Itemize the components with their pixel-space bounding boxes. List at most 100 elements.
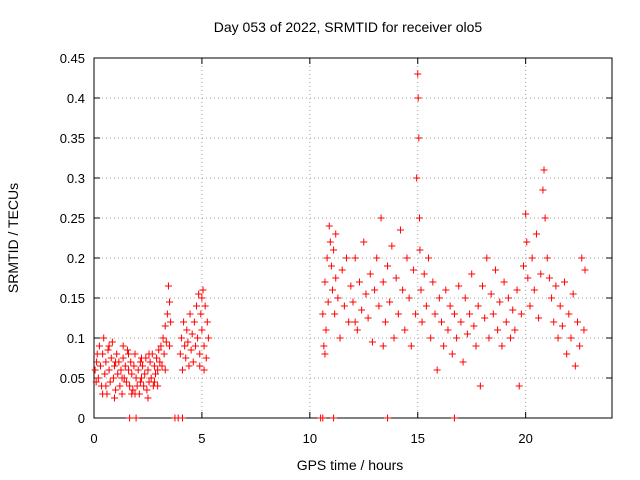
data-point — [461, 294, 469, 302]
data-point — [450, 310, 458, 318]
data-point — [178, 366, 186, 374]
data-point — [95, 342, 103, 350]
data-point — [150, 378, 158, 386]
data-point — [159, 334, 167, 342]
data-point — [153, 354, 161, 362]
data-point — [414, 70, 422, 78]
data-point — [569, 290, 577, 298]
data-point — [576, 342, 584, 350]
y-tick-label: 0.15 — [60, 291, 85, 306]
data-point — [184, 338, 192, 346]
data-point — [340, 302, 348, 310]
data-point — [407, 342, 415, 350]
data-point — [106, 378, 114, 386]
data-point — [134, 366, 142, 374]
data-point — [112, 358, 120, 366]
data-point — [122, 378, 130, 386]
data-point — [466, 310, 474, 318]
data-point — [121, 362, 129, 370]
data-point — [155, 346, 163, 354]
y-tick-label: 0.3 — [67, 171, 85, 186]
data-point — [324, 298, 332, 306]
data-point — [379, 278, 387, 286]
data-point — [330, 414, 338, 422]
data-point — [144, 394, 152, 402]
data-point — [483, 254, 491, 262]
data-point — [581, 266, 589, 274]
data-point — [502, 318, 510, 326]
data-point — [187, 346, 195, 354]
data-point — [126, 382, 134, 390]
y-tick-label: 0.4 — [67, 91, 85, 106]
data-point — [396, 226, 404, 234]
data-point — [353, 326, 361, 334]
data-point — [152, 370, 160, 378]
data-point — [537, 270, 545, 278]
data-point — [180, 318, 188, 326]
data-point — [92, 378, 100, 386]
data-point — [479, 282, 486, 290]
data-point — [332, 230, 340, 238]
data-point — [150, 362, 158, 370]
data-point — [541, 214, 549, 222]
data-point — [399, 286, 407, 294]
data-point — [375, 302, 383, 310]
data-point — [160, 350, 168, 358]
data-point — [517, 310, 525, 318]
data-point — [463, 330, 471, 338]
data-point — [413, 174, 421, 182]
data-point — [485, 334, 493, 342]
data-point — [416, 246, 424, 254]
data-point — [379, 342, 387, 350]
data-point — [470, 322, 478, 330]
data-point — [321, 350, 329, 358]
data-point — [390, 334, 398, 342]
data-point — [448, 350, 456, 358]
data-point — [528, 254, 536, 262]
data-point — [524, 274, 532, 282]
data-point — [368, 338, 376, 346]
data-point — [203, 318, 211, 326]
y-tick-label: 0.05 — [60, 371, 85, 386]
data-point — [136, 358, 144, 366]
data-point — [386, 298, 394, 306]
data-point — [198, 326, 206, 334]
data-point — [513, 286, 521, 294]
data-point — [415, 134, 423, 142]
data-point — [336, 334, 344, 342]
data-point — [105, 366, 113, 374]
data-point — [330, 246, 338, 254]
data-point — [116, 382, 124, 390]
data-point — [113, 350, 121, 358]
data-point — [388, 242, 396, 250]
data-point — [189, 358, 197, 366]
data-point — [520, 262, 528, 270]
data-point — [453, 334, 461, 342]
data-point — [500, 278, 508, 286]
data-point — [487, 290, 495, 298]
y-tick-label: 0.25 — [60, 211, 85, 226]
data-point — [578, 254, 586, 262]
data-point — [468, 270, 476, 278]
data-point — [94, 374, 102, 382]
data-point — [176, 350, 184, 358]
data-point — [343, 254, 351, 262]
data-point — [558, 322, 566, 330]
x-tick-label: 15 — [411, 431, 425, 446]
data-point — [412, 310, 420, 318]
data-point — [535, 314, 543, 322]
data-point — [556, 302, 564, 310]
data-point — [199, 286, 207, 294]
data-point — [154, 382, 162, 390]
data-point — [319, 310, 327, 318]
data-point — [496, 298, 504, 306]
data-point — [552, 282, 560, 290]
data-point — [105, 342, 113, 350]
data-point — [476, 382, 484, 390]
data-point — [137, 354, 145, 362]
data-point — [355, 278, 363, 286]
data-point — [102, 358, 110, 366]
data-point — [166, 298, 174, 306]
data-point — [140, 382, 148, 390]
y-tick-label: 0.35 — [60, 131, 85, 146]
